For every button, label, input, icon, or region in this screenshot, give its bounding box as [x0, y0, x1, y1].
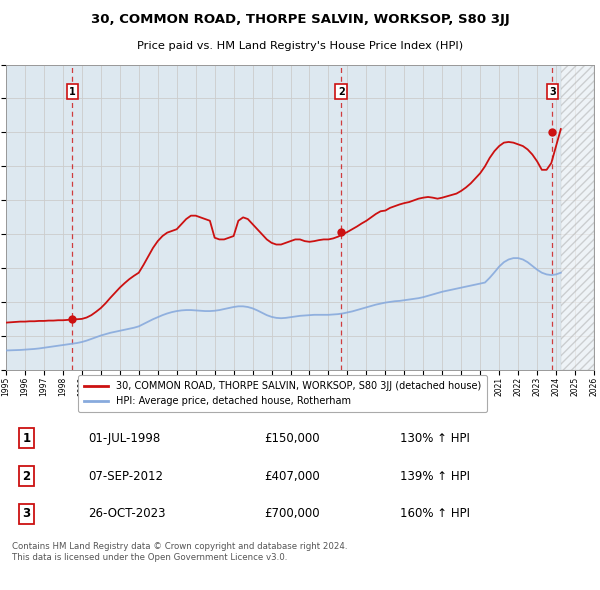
Text: 160% ↑ HPI: 160% ↑ HPI [400, 507, 470, 520]
Text: 3: 3 [549, 87, 556, 97]
Text: 1: 1 [23, 432, 31, 445]
Text: 1: 1 [69, 87, 76, 97]
Text: £700,000: £700,000 [265, 507, 320, 520]
Text: 01-JUL-1998: 01-JUL-1998 [88, 432, 161, 445]
Text: Price paid vs. HM Land Registry's House Price Index (HPI): Price paid vs. HM Land Registry's House … [137, 41, 463, 51]
Text: 139% ↑ HPI: 139% ↑ HPI [400, 470, 470, 483]
Text: 30, COMMON ROAD, THORPE SALVIN, WORKSOP, S80 3JJ: 30, COMMON ROAD, THORPE SALVIN, WORKSOP,… [91, 14, 509, 27]
Text: 130% ↑ HPI: 130% ↑ HPI [400, 432, 470, 445]
Text: 07-SEP-2012: 07-SEP-2012 [88, 470, 163, 483]
Text: 3: 3 [23, 507, 31, 520]
Text: 2: 2 [338, 87, 344, 97]
Text: Contains HM Land Registry data © Crown copyright and database right 2024.
This d: Contains HM Land Registry data © Crown c… [12, 542, 347, 562]
Text: 26-OCT-2023: 26-OCT-2023 [88, 507, 166, 520]
Polygon shape [561, 64, 594, 370]
Text: £150,000: £150,000 [265, 432, 320, 445]
Legend: 30, COMMON ROAD, THORPE SALVIN, WORKSOP, S80 3JJ (detached house), HPI: Average : 30, COMMON ROAD, THORPE SALVIN, WORKSOP,… [78, 375, 487, 412]
Text: 2: 2 [23, 470, 31, 483]
Text: £407,000: £407,000 [265, 470, 320, 483]
